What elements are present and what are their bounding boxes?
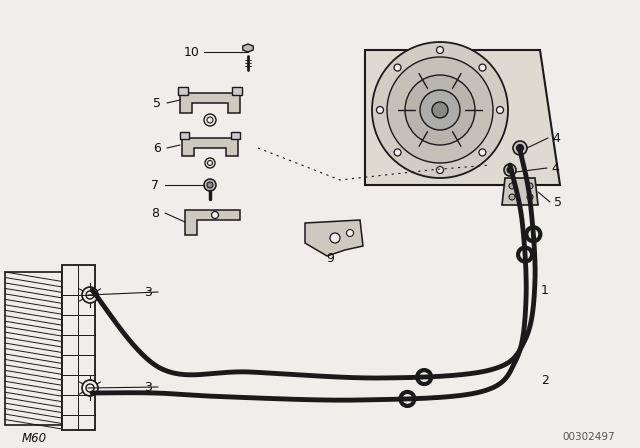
Text: 5: 5: [554, 195, 562, 208]
Text: 8: 8: [151, 207, 159, 220]
Bar: [178, 87, 188, 95]
Bar: [231, 132, 240, 139]
Circle shape: [330, 233, 340, 243]
Circle shape: [401, 392, 415, 406]
Circle shape: [436, 167, 444, 173]
Polygon shape: [305, 220, 363, 256]
Text: 3: 3: [144, 285, 152, 298]
Circle shape: [497, 107, 504, 113]
Circle shape: [205, 158, 215, 168]
Circle shape: [518, 248, 532, 262]
Text: 3: 3: [144, 380, 152, 393]
Circle shape: [509, 183, 515, 189]
Text: 00302497: 00302497: [563, 432, 615, 442]
Circle shape: [526, 227, 540, 241]
Circle shape: [376, 107, 383, 113]
Circle shape: [346, 229, 353, 237]
Circle shape: [387, 57, 493, 163]
Circle shape: [509, 194, 515, 200]
Circle shape: [372, 42, 508, 178]
Text: 9: 9: [326, 251, 334, 264]
Circle shape: [420, 90, 460, 130]
Circle shape: [211, 211, 218, 219]
Text: 4: 4: [552, 132, 560, 145]
Polygon shape: [365, 50, 560, 185]
Text: M60: M60: [22, 431, 47, 444]
Circle shape: [527, 194, 533, 200]
Circle shape: [513, 141, 527, 155]
Bar: [180, 132, 189, 139]
Circle shape: [204, 179, 216, 191]
Text: 10: 10: [184, 46, 200, 59]
Circle shape: [479, 64, 486, 71]
Text: 7: 7: [151, 178, 159, 191]
Polygon shape: [180, 93, 240, 113]
Polygon shape: [243, 44, 253, 52]
Text: 1: 1: [541, 284, 549, 297]
Circle shape: [82, 287, 98, 303]
Circle shape: [82, 380, 98, 396]
Circle shape: [436, 47, 444, 53]
Bar: [5, 272, 62, 425]
Text: 6: 6: [153, 142, 161, 155]
Circle shape: [405, 75, 475, 145]
Circle shape: [479, 149, 486, 156]
Circle shape: [527, 183, 533, 189]
Text: 5: 5: [153, 96, 161, 109]
Text: 4: 4: [551, 161, 559, 175]
Circle shape: [207, 182, 213, 188]
Bar: [62, 265, 95, 430]
Polygon shape: [185, 210, 240, 235]
Circle shape: [394, 149, 401, 156]
Circle shape: [204, 114, 216, 126]
Bar: [232, 87, 242, 95]
Circle shape: [432, 102, 448, 118]
Circle shape: [394, 64, 401, 71]
Circle shape: [507, 167, 513, 173]
Circle shape: [504, 164, 516, 176]
Polygon shape: [182, 138, 238, 156]
Circle shape: [516, 145, 524, 151]
Polygon shape: [502, 178, 538, 205]
Circle shape: [417, 370, 431, 384]
Text: 2: 2: [541, 374, 549, 387]
